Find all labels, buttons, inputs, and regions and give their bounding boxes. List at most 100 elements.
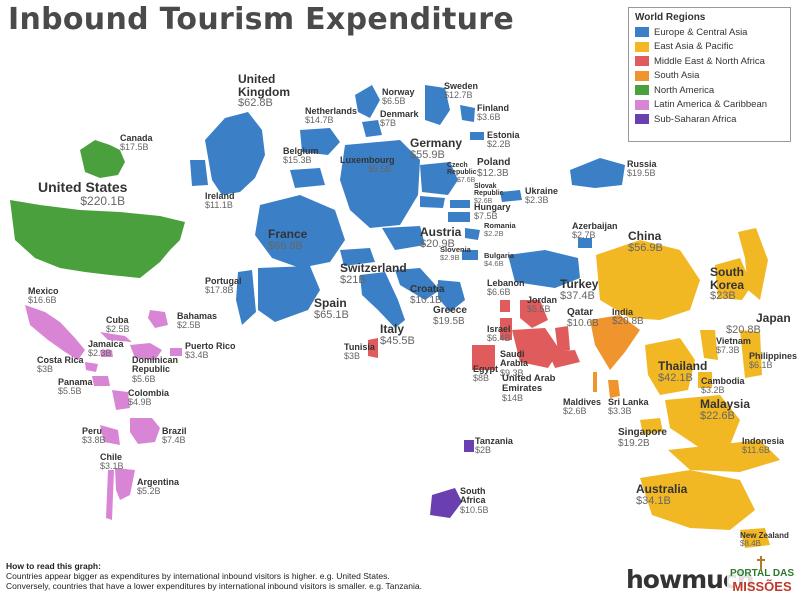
country-shape-sri-lanka <box>608 380 620 398</box>
portal-das-missoes-logo: PORTAL DAS MISSÕES <box>727 556 797 596</box>
label-ireland: Ireland $11.1B <box>205 191 235 211</box>
country-shape-belgium <box>290 168 325 188</box>
country-shape-poland <box>420 162 458 195</box>
label-czech-republic: Czech Republic $7.6B <box>447 162 477 184</box>
label-lebanon: Lebanon $6.6B <box>487 278 525 298</box>
country-shape-qatar <box>555 326 570 352</box>
label-united-states: United States $220.1B <box>38 179 128 208</box>
legend-item: South Asia <box>635 69 784 84</box>
country-shape-czech-republic <box>420 196 445 208</box>
country-shape-france <box>255 195 345 268</box>
label-netherlands: Netherlands $14.7B <box>305 106 358 126</box>
legend-label: East Asia & Pacific <box>654 41 734 53</box>
label-india: India $20.8B <box>612 307 644 328</box>
country-shape-austria <box>382 226 425 250</box>
portal-logo-line1: PORTAL DAS <box>729 568 795 579</box>
country-shape-brazil <box>130 418 160 444</box>
legend-label: Middle East & North Africa <box>654 55 765 67</box>
label-israel: Israel $6.4B <box>487 324 511 344</box>
country-shape-argentina <box>115 468 135 500</box>
how-to-read-note: How to read this graph: Countries appear… <box>6 561 606 592</box>
label-italy: Italy $45.5B <box>380 322 415 347</box>
label-austria: Austria $20.9B <box>420 225 462 250</box>
label-malaysia: Malaysia $22.6B <box>700 397 751 422</box>
country-shape-malaysia <box>665 395 740 448</box>
legend-swatch <box>635 114 649 125</box>
label-argentina: Argentina $5.2B <box>137 477 180 497</box>
country-shape-japan <box>738 228 768 300</box>
label-colombia: Colombia $4.9B <box>128 388 170 408</box>
country-shape-estonia <box>470 132 484 140</box>
label-indonesia: Indonesia $11.6B <box>742 436 785 456</box>
country-shape-bahamas <box>148 310 168 328</box>
label-vietnam: Vietnam $7.3B <box>716 336 751 356</box>
label-united-kingdom: United Kingdom $62.8B <box>238 72 290 110</box>
country-shape-sweden <box>425 85 450 125</box>
label-cambodia: Cambodia $3.2B <box>701 376 745 396</box>
country-shape-netherlands <box>300 128 340 155</box>
country-shape-mexico <box>25 305 85 360</box>
country-shape-jordan <box>520 300 548 328</box>
page-title: Inbound Tourism Expenditure <box>8 2 515 37</box>
country-shape-turkey <box>508 250 580 288</box>
country-shape-egypt <box>472 345 495 370</box>
label-maldives: Maldives $2.6B <box>563 397 602 417</box>
cross-icon <box>757 556 765 570</box>
country-shape-tanzania <box>464 440 474 452</box>
country-shape-south-korea <box>715 258 752 300</box>
country-shape-dominican-republic <box>130 343 162 360</box>
country-shape-saudi-arabia <box>512 328 560 368</box>
label-south-korea: South Korea $23B <box>710 265 745 303</box>
label-jordan: Jordan $5.5B <box>527 295 558 315</box>
label-mexico: Mexico $16.6B <box>28 286 59 306</box>
country-shape-romania <box>465 228 480 240</box>
country-shape-vietnam <box>700 330 718 360</box>
label-sri-lanka: Sri Lanka $3.3B <box>608 397 649 417</box>
country-shape-puerto-rico <box>170 348 182 356</box>
label-peru: Peru $3.8B <box>82 426 106 446</box>
label-singapore: Singapore $19.2B <box>618 427 667 449</box>
country-shape-chile <box>106 470 114 520</box>
country-shape-ukraine <box>500 190 522 202</box>
legend-item: Sub-Saharan Africa <box>635 112 784 127</box>
label-chile: Chile $3.1B <box>100 452 124 472</box>
label-philippines: Philippines $6.1B <box>749 351 798 371</box>
country-shape-jamaica <box>100 350 113 357</box>
label-norway: Norway $6.5B <box>382 87 415 107</box>
label-switzerland: Switzerland $21B <box>340 261 407 286</box>
label-finland: Finland $3.6B <box>477 103 509 123</box>
legend-label: Europe & Central Asia <box>654 26 748 38</box>
legend-swatch <box>635 70 649 81</box>
legend-title: World Regions <box>635 12 706 23</box>
label-costa-rica: Costa Rica $3B <box>37 355 84 375</box>
label-bahamas: Bahamas $2.5B <box>177 311 218 331</box>
label-luxembourg: Luxembourg $5.5B <box>340 155 395 175</box>
label-slovak-republic: Slovak Republic $2.6B <box>474 183 504 205</box>
label-canada: Canada $17.5B <box>120 133 153 153</box>
label-thailand: Thailand $42.1B <box>658 359 708 384</box>
label-bulgaria: Bulgaria $4.6B <box>484 251 515 268</box>
country-shape-hungary <box>448 212 470 222</box>
label-greece: Greece $19.5B <box>433 305 467 327</box>
legend-swatch <box>635 27 649 38</box>
label-belgium: Belgium $15.3B <box>283 146 319 166</box>
label-france: France $66.8B <box>268 227 308 252</box>
legend-item: East Asia & Pacific <box>635 40 784 55</box>
how-to-read-line: Countries appear bigger as expenditures … <box>6 571 390 582</box>
label-azerbaijan: Azerbaijan $2.7B <box>572 221 618 241</box>
country-shape-tunisia <box>368 338 378 358</box>
label-australia: Australia $34.1B <box>636 482 688 507</box>
label-south-africa: South Africa $10.5B <box>460 486 489 515</box>
label-turkey: Turkey $37.4B <box>560 277 599 302</box>
how-to-read-line: Conversely, countries that have a lower … <box>6 581 422 592</box>
country-shape-germany <box>340 140 420 228</box>
legend-label: Sub-Saharan Africa <box>654 113 737 125</box>
label-estonia: Estonia $2.2B <box>487 130 520 150</box>
label-qatar: Qatar $10.6B <box>567 307 599 329</box>
country-shape-canada <box>80 140 125 178</box>
country-shape-singapore <box>640 418 663 434</box>
label-china: China $56.9B <box>628 229 663 254</box>
country-shape-slovak-republic <box>450 200 470 208</box>
label-slovenia: Slovenia $2.9B <box>440 245 471 262</box>
